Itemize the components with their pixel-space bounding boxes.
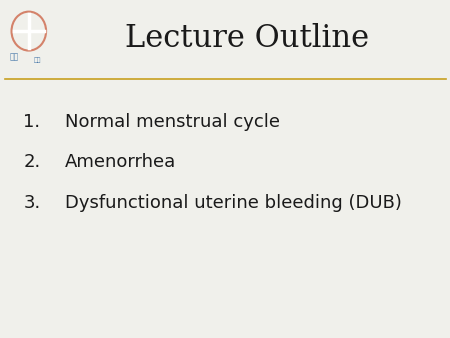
Text: Amenorrhea: Amenorrhea bbox=[65, 153, 176, 171]
Text: 1.: 1. bbox=[23, 113, 40, 131]
Text: 2.: 2. bbox=[23, 153, 40, 171]
Text: 高雄: 高雄 bbox=[34, 57, 42, 63]
Text: Lecture Outline: Lecture Outline bbox=[126, 23, 369, 54]
Text: 長庚: 長庚 bbox=[10, 52, 19, 61]
Text: 3.: 3. bbox=[23, 194, 40, 212]
Text: Dysfunctional uterine bleeding (DUB): Dysfunctional uterine bleeding (DUB) bbox=[65, 194, 402, 212]
Text: Normal menstrual cycle: Normal menstrual cycle bbox=[65, 113, 280, 131]
